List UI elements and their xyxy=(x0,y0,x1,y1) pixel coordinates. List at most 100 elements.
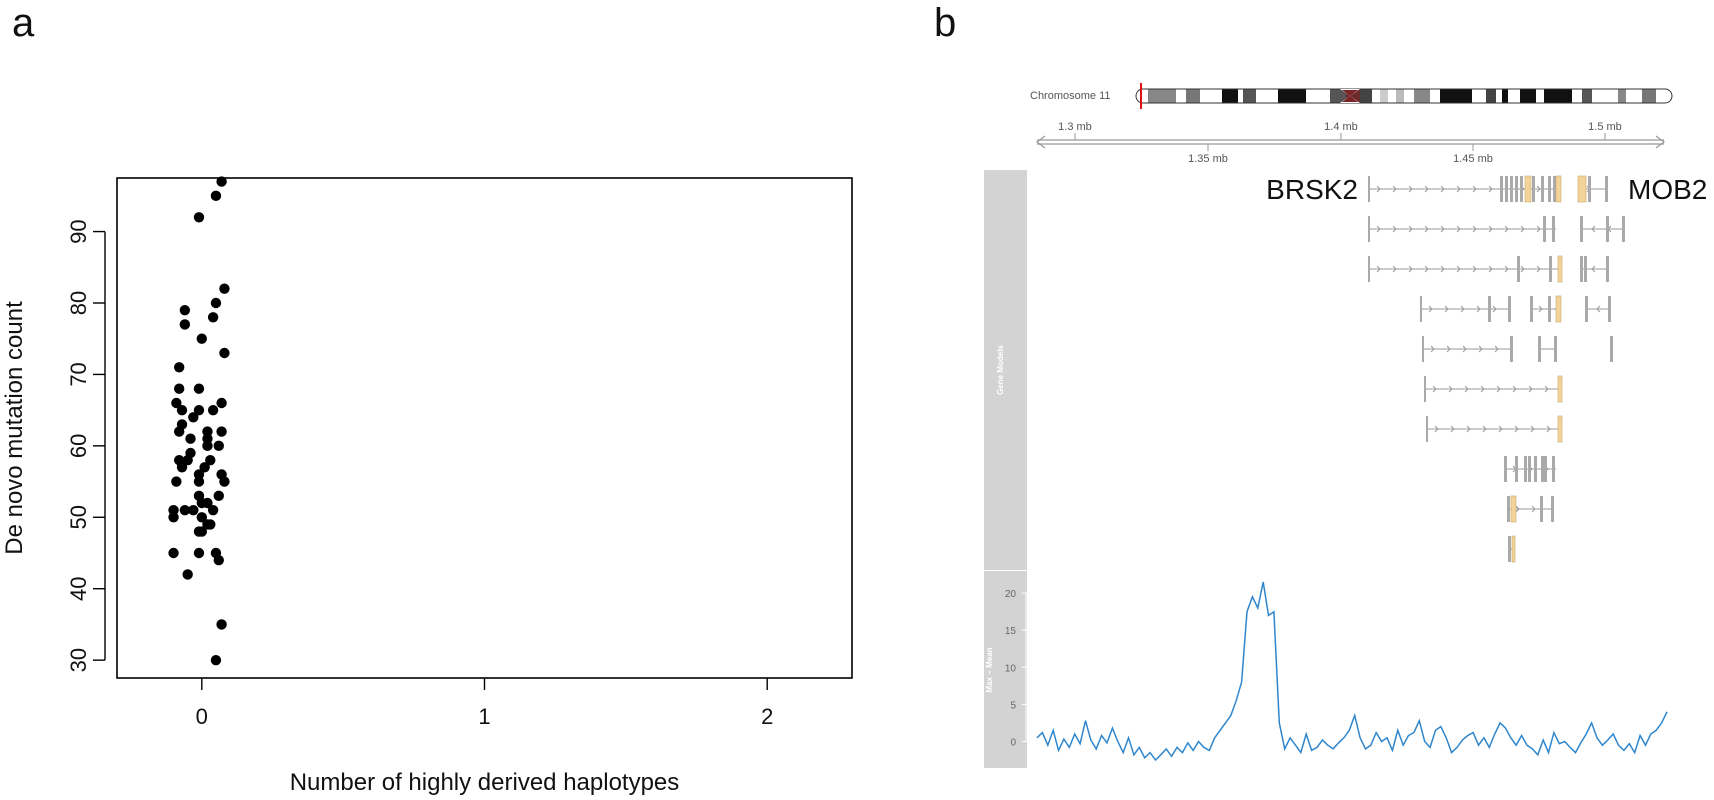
data-point xyxy=(207,312,219,323)
exon xyxy=(1510,495,1517,523)
strand-arrow xyxy=(1424,265,1429,273)
exon xyxy=(1557,375,1563,403)
exon xyxy=(1505,176,1508,202)
ideogram-band xyxy=(1396,89,1404,103)
data-point xyxy=(173,426,185,437)
exon xyxy=(1528,456,1531,482)
signal-y-axis: 0 5 10 15 20 xyxy=(1005,589,1027,748)
ideogram-band xyxy=(1544,89,1572,103)
strand-arrow xyxy=(1504,265,1509,273)
y-tick-label: 60 xyxy=(66,434,91,458)
strand-arrow xyxy=(1392,225,1397,233)
strand-arrow xyxy=(1504,225,1509,233)
strand-arrow xyxy=(1536,185,1541,193)
strand-arrow xyxy=(1440,225,1445,233)
panel-letter-a: a xyxy=(12,1,35,45)
genome-axis: 1.3 mb 1.4 mb 1.5 mb 1.35 mb 1.45 mb xyxy=(1036,121,1665,165)
exon xyxy=(1557,255,1563,283)
signal-tick-label: 5 xyxy=(1010,700,1016,711)
strand-arrow xyxy=(1546,425,1551,433)
y-tick-label: 50 xyxy=(66,505,91,529)
data-point xyxy=(173,362,185,373)
exon xyxy=(1553,176,1556,202)
gene-track-title-panel xyxy=(984,170,1027,570)
gene-label-brsk2: BRSK2 xyxy=(1266,174,1358,205)
strand-arrow xyxy=(1408,225,1413,233)
data-point xyxy=(179,304,191,316)
ideogram-band xyxy=(1440,89,1472,103)
data-point xyxy=(179,319,191,330)
exon xyxy=(1510,336,1513,362)
signal-tick-label: 15 xyxy=(1005,626,1017,637)
centromere xyxy=(1342,90,1358,102)
exon xyxy=(1549,256,1552,282)
data-point xyxy=(185,433,196,444)
data-point xyxy=(207,504,219,516)
exon xyxy=(1548,176,1551,202)
strand-arrow xyxy=(1448,385,1453,393)
ideogram-band xyxy=(1243,89,1256,103)
ideogram-band xyxy=(1520,89,1536,103)
exon xyxy=(1588,176,1591,202)
strand-arrow xyxy=(1591,265,1596,273)
x-axis: 0 1 2 xyxy=(196,678,773,729)
strand-arrow xyxy=(1488,265,1493,273)
strand-arrow xyxy=(1424,185,1429,193)
exon xyxy=(1610,336,1613,362)
y-tick-label: 80 xyxy=(66,291,91,315)
ideogram-band xyxy=(1486,89,1496,103)
data-point xyxy=(193,476,205,487)
exon xyxy=(1507,496,1510,522)
data-point xyxy=(202,440,213,452)
exon xyxy=(1500,176,1503,202)
data-points xyxy=(168,176,230,666)
strand-arrow xyxy=(1466,425,1471,433)
genome-tick-1.45mb: 1.45 mb xyxy=(1453,153,1493,165)
data-point xyxy=(216,397,227,409)
x-tick-label: 2 xyxy=(761,704,773,729)
data-point xyxy=(199,462,210,473)
exon xyxy=(1420,296,1422,322)
data-point xyxy=(176,462,188,473)
genome-tick-1.5mb: 1.5 mb xyxy=(1588,121,1622,133)
exon xyxy=(1541,176,1544,202)
exon xyxy=(1585,296,1588,322)
strand-arrow xyxy=(1456,265,1461,273)
exon xyxy=(1551,496,1554,522)
ideogram-band xyxy=(1380,89,1388,103)
exon xyxy=(1580,216,1583,242)
exon xyxy=(1515,456,1518,482)
strand-arrow xyxy=(1460,305,1465,313)
data-point xyxy=(176,404,188,416)
exon xyxy=(1422,336,1424,362)
strand-arrow xyxy=(1446,345,1451,353)
ideogram-band xyxy=(1330,89,1346,103)
chromosome-ideogram xyxy=(1135,83,1673,109)
strand-arrow xyxy=(1464,385,1469,393)
y-axis: 30 40 50 60 70 80 90 xyxy=(66,219,106,672)
signal-tick-label: 20 xyxy=(1005,589,1017,600)
strand-arrow xyxy=(1528,385,1533,393)
exon xyxy=(1552,216,1555,242)
data-point xyxy=(188,412,199,423)
exon xyxy=(1554,336,1557,362)
data-point xyxy=(210,654,222,666)
exon xyxy=(1368,256,1370,282)
data-point xyxy=(216,619,227,630)
data-point xyxy=(193,212,205,223)
strand-arrow xyxy=(1462,345,1467,353)
strand-arrow xyxy=(1496,385,1501,393)
strand-arrow xyxy=(1428,305,1433,313)
data-point xyxy=(196,526,208,537)
exon xyxy=(1524,456,1527,482)
data-point xyxy=(219,347,230,359)
strand-arrow xyxy=(1596,305,1601,313)
exon xyxy=(1510,176,1513,202)
strand-arrow xyxy=(1530,425,1535,433)
exon xyxy=(1524,175,1532,203)
data-point xyxy=(210,297,222,309)
exon xyxy=(1543,216,1546,242)
strand-arrow xyxy=(1472,185,1477,193)
strand-arrow xyxy=(1536,265,1541,273)
data-point xyxy=(202,433,213,444)
